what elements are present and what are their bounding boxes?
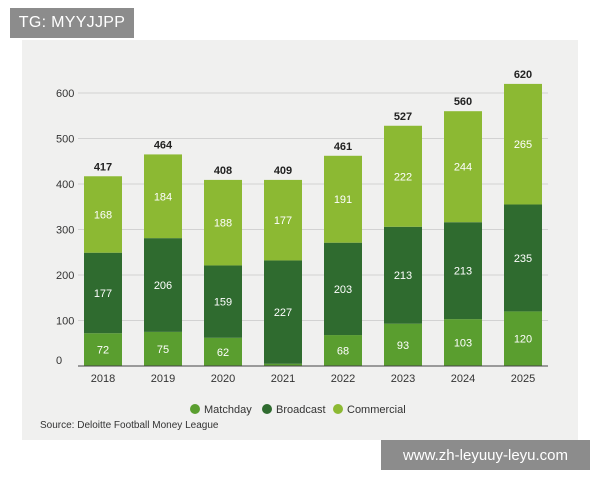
bar-segment-commercial bbox=[324, 155, 362, 243]
x-tick-label: 2025 bbox=[511, 373, 535, 385]
y-tick-label: 300 bbox=[56, 225, 74, 237]
axes: 0 100 200 300 400 500 600 2018 2019 2020 2021 2022 2… bbox=[56, 88, 548, 385]
bar-segment-broadcast bbox=[84, 252, 122, 334]
bar-value-label: 227 bbox=[274, 307, 292, 319]
bar-segment-commercial bbox=[144, 154, 182, 239]
bar-segment-matchday bbox=[84, 333, 122, 366]
bar-value-label: 222 bbox=[394, 171, 412, 183]
bar-segment-matchday bbox=[384, 323, 422, 366]
bar-value-label: 62 bbox=[217, 347, 229, 359]
bar-segment-broadcast bbox=[204, 265, 242, 338]
bar-value-label: 177 bbox=[274, 215, 292, 227]
bar-segment-commercial bbox=[204, 179, 242, 266]
bar-value-label: 120 bbox=[514, 334, 532, 346]
bar-total-label: 461 bbox=[334, 141, 352, 153]
x-tick-label: 2018 bbox=[91, 373, 115, 385]
bar-value-label: 244 bbox=[454, 162, 472, 174]
bar-segment-broadcast bbox=[144, 238, 182, 332]
bar-segment-matchday bbox=[444, 319, 482, 366]
bar-value-label: 188 bbox=[214, 218, 232, 230]
bar-total-label: 409 bbox=[274, 165, 292, 177]
bar-segment-broadcast bbox=[324, 242, 362, 336]
source-note: Source: Deloitte Football Money League bbox=[40, 420, 219, 431]
legend: Matchday Broadcast Commercial bbox=[190, 404, 406, 416]
x-tick-label: 2019 bbox=[151, 373, 175, 385]
bar-segment-commercial bbox=[504, 83, 542, 205]
bar-segment-matchday bbox=[204, 337, 242, 366]
bar-segment-matchday bbox=[504, 311, 542, 366]
labels: 72 177 168 417 75 206 184 464 62 159 188 408 227 177 4… bbox=[94, 69, 532, 359]
bar-segment-broadcast bbox=[504, 204, 542, 312]
bar-total-label: 408 bbox=[214, 165, 232, 177]
x-tick-label: 2023 bbox=[391, 373, 415, 385]
x-tick-label: 2024 bbox=[451, 373, 475, 385]
bar-total-label: 527 bbox=[394, 111, 412, 123]
bar-segment-matchday bbox=[324, 335, 362, 366]
legend-label-commercial: Commercial bbox=[347, 404, 406, 416]
legend-swatch-matchday bbox=[190, 404, 200, 414]
bar-value-label: 203 bbox=[334, 284, 352, 296]
bar-segment-commercial bbox=[264, 179, 302, 261]
bar-value-label: 191 bbox=[334, 194, 352, 206]
bar-segment-broadcast bbox=[384, 226, 422, 324]
bar-segment-broadcast bbox=[264, 260, 302, 364]
bar-value-label: 265 bbox=[514, 139, 532, 151]
x-tick-label: 2021 bbox=[271, 373, 295, 385]
bar-value-label: 206 bbox=[154, 280, 172, 292]
bar-total-label: 620 bbox=[514, 69, 532, 81]
y-tick-label: 400 bbox=[56, 179, 74, 191]
bar-value-label: 213 bbox=[454, 266, 472, 278]
bar-total-label: 560 bbox=[454, 96, 472, 108]
bar-value-label: 75 bbox=[157, 344, 169, 356]
y-tick-label: 100 bbox=[56, 316, 74, 328]
bar-value-label: 72 bbox=[97, 345, 109, 357]
legend-label-broadcast: Broadcast bbox=[276, 404, 326, 416]
bar-value-label: 213 bbox=[394, 270, 412, 282]
bar-segment-broadcast bbox=[444, 222, 482, 320]
legend-swatch-broadcast bbox=[262, 404, 272, 414]
bar-segment-commercial bbox=[384, 125, 422, 227]
bar-value-label: 159 bbox=[214, 297, 232, 309]
bar-total-label: 417 bbox=[94, 161, 112, 173]
bar-segment-matchday bbox=[144, 331, 182, 366]
x-tick-label: 2022 bbox=[331, 373, 355, 385]
bar-total-label: 464 bbox=[154, 139, 173, 151]
y-tick-label: 500 bbox=[56, 134, 74, 146]
bar-value-label: 93 bbox=[397, 340, 409, 352]
bar-segment-commercial bbox=[444, 111, 482, 223]
bar-value-label: 103 bbox=[454, 338, 472, 350]
y-tick-label: 200 bbox=[56, 270, 74, 282]
bar-value-label: 184 bbox=[154, 191, 172, 203]
watermark-top: TG: MYYJJPP bbox=[10, 8, 134, 38]
bar-value-label: 177 bbox=[94, 288, 112, 300]
bar-value-label: 68 bbox=[337, 346, 349, 358]
bar-value-label: 168 bbox=[94, 209, 112, 221]
y-tick-label: 0 bbox=[56, 355, 62, 367]
legend-label-matchday: Matchday bbox=[204, 404, 252, 416]
x-tick-label: 2020 bbox=[211, 373, 235, 385]
watermark-bottom: www.zh-leyuuy-leyu.com bbox=[381, 440, 590, 470]
bar-segment-matchday bbox=[264, 363, 302, 366]
bars bbox=[84, 83, 542, 366]
y-tick-label: 600 bbox=[56, 88, 74, 100]
bar-value-label: 235 bbox=[514, 253, 532, 265]
legend-swatch-commercial bbox=[333, 404, 343, 414]
bar-segment-commercial bbox=[84, 176, 122, 253]
